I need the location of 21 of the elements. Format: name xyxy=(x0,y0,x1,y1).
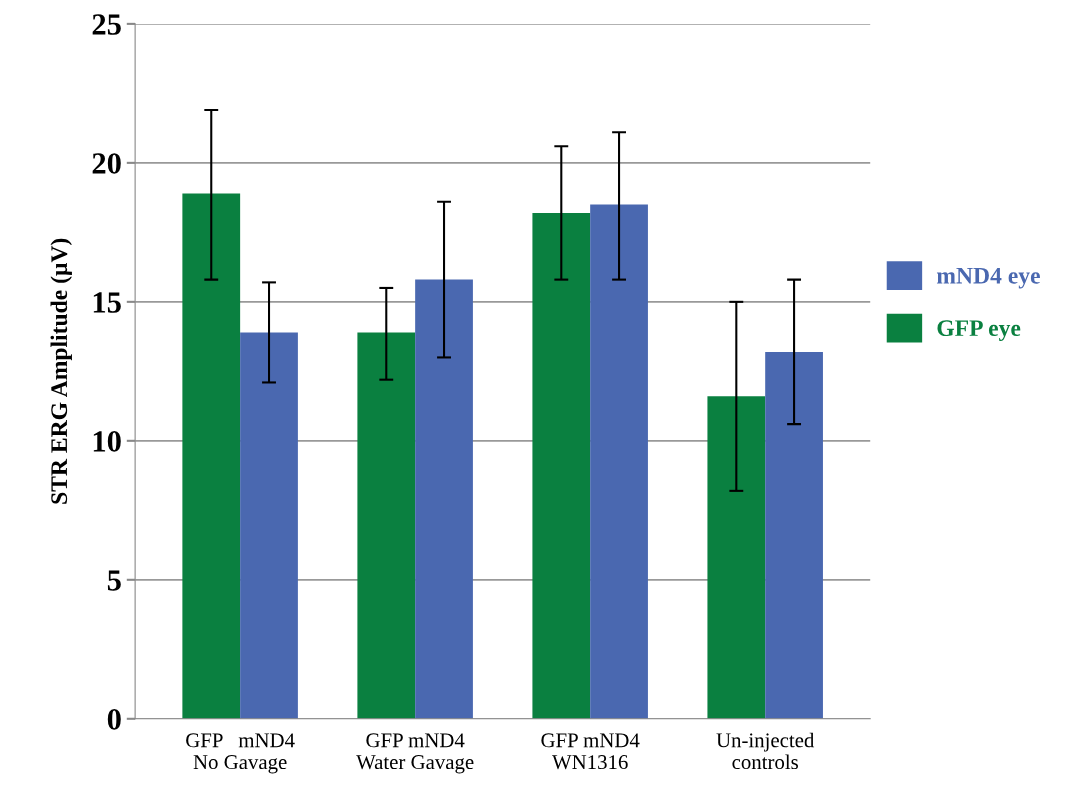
y-tick-label: 15 xyxy=(93,292,121,313)
bar xyxy=(590,204,648,719)
x-tick-label: Un-injected controls xyxy=(716,732,815,770)
legend-label: GFP eye xyxy=(937,320,1021,341)
y-axis-title: STR ERG Amplitude (μV) xyxy=(50,238,72,504)
x-tick-label: GFP mND4 Water Gavage xyxy=(356,733,474,774)
y-tick-label: 10 xyxy=(93,431,121,452)
legend-label: mND4 eye xyxy=(936,267,1040,289)
bar xyxy=(707,396,766,719)
bar xyxy=(415,279,473,719)
bar xyxy=(357,332,416,719)
bar xyxy=(182,193,241,719)
y-tick-label: 5 xyxy=(107,570,121,591)
y-tick-label: 0 xyxy=(107,709,121,730)
x-tick-label: GFP mND4 WN1316 xyxy=(541,733,640,770)
bar xyxy=(532,212,591,719)
y-tick-label: 25 xyxy=(92,14,121,35)
bar xyxy=(240,332,298,719)
bar xyxy=(765,351,823,719)
y-tick-label: 20 xyxy=(92,153,121,174)
x-tick-label: GFP mND4 No Gavage xyxy=(186,733,295,774)
